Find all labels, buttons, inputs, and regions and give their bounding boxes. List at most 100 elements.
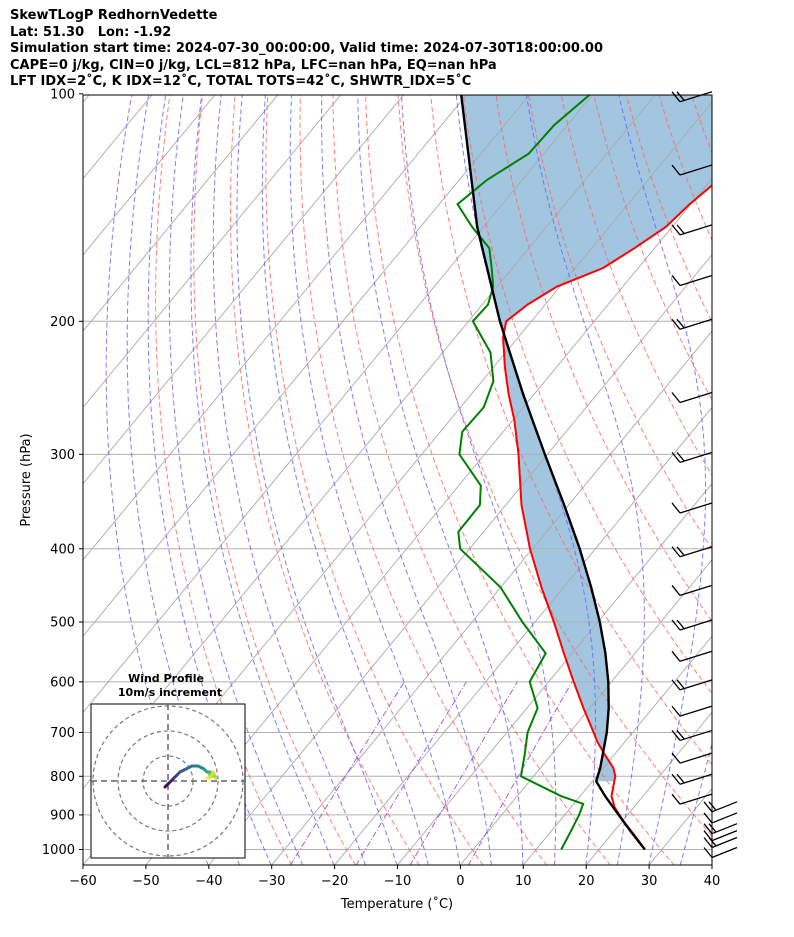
hodograph-ring [117,730,219,832]
wind-barbs [671,91,738,859]
wind-barb [671,584,713,597]
wind-barb [671,451,713,463]
isotherm-line [271,330,712,865]
wind-barb [671,650,713,662]
x-tick-label: 40 [704,874,721,889]
y-tick-label: 700 [50,726,75,741]
moist-adiabat [147,95,272,865]
dry-adiabat [789,94,794,866]
isotherm-line [459,559,712,865]
wind-barb [671,274,713,287]
wind-barb [671,752,713,764]
x-tick-label: 20 [578,874,595,889]
isotherm-line [83,95,468,561]
y-tick-label: 200 [50,315,75,330]
chart-title: SkewTLogP RedhornVedette [10,8,218,23]
wind-barb [703,823,738,835]
wind-barb [671,773,713,785]
parcel-line [460,95,646,851]
time-line: Simulation start time: 2024-07-30_00:00:… [10,41,603,56]
hodograph-inset: Wind Profile 10m/s increment [90,672,246,859]
wind-barb [671,318,713,330]
x-tick-label: −60 [69,874,96,889]
wind-barb [671,224,713,236]
wind-barb [703,836,738,849]
cape-shading-group [461,95,712,782]
dry-adiabat [430,95,712,766]
y-tick-label: 900 [50,808,75,823]
inset-subtitle: 10m/s increment [118,686,222,699]
dry-adiabat [560,95,712,476]
moist-adiabat [289,95,461,865]
dry-adiabat [155,95,293,865]
wind-barb [671,619,713,631]
x-tick-label: −20 [321,874,348,889]
isotherm-line [83,95,279,332]
cape-cin-shading [461,95,712,782]
dry-adiabat [724,94,794,866]
wind-barb [703,846,738,859]
location-line: Lat: 51.30 Lon: -1.92 [10,24,172,40]
mixing-ratio-line [409,681,518,865]
y-tick-label: 500 [50,616,75,631]
profile-series [456,95,712,851]
dry-adiabat [332,95,611,865]
dry-adiabat [397,95,712,837]
wind-barb [671,546,713,558]
wind-barb [703,801,738,813]
wind-barb [671,164,713,176]
moist-adiabat [212,95,366,865]
x-tick-label: −30 [258,874,285,889]
dry-adiabat [756,94,794,866]
isotherm-line [396,482,712,865]
dry-adiabat [495,95,712,623]
wind-barb [671,729,713,742]
y-tick-label: 300 [50,448,75,463]
y-axis-label: Pressure (hPa) [19,433,34,526]
wind-barb [671,502,713,514]
moist-adiabat [236,95,398,865]
x-tick-label: −10 [384,874,411,889]
x-tick-label: −40 [195,874,222,889]
mixing-ratio-line [355,681,467,865]
index-line: LFT IDX=2˚C, K IDX=12˚C, TOTAL TOTS=42˚C… [10,74,472,89]
mixing-ratio-line [289,681,405,865]
x-tick-label: 0 [456,874,464,889]
isotherm-line [83,95,405,485]
dry-adiabat [299,95,548,865]
y-tick-label: 800 [50,770,75,785]
inset-plot [91,704,245,858]
dry-adiabat [193,95,356,865]
y-tick-label: 1000 [42,843,75,858]
x-tick-label: 30 [641,874,658,889]
wind-barb [671,391,713,404]
wind-barb [671,705,713,717]
isotherm-line [83,95,216,256]
mixing-ratio-lines [289,681,573,865]
y-tick-label: 400 [50,542,75,557]
x-axis-label: Temperature (˚C) [340,896,453,912]
wind-barb [671,91,713,103]
isotherm-line [334,406,712,865]
moist-adiabat [190,95,335,865]
moist-adiabat [618,95,706,865]
axis-ticks: −60 −50 −40 −30 −20 −10 0 10 20 30 40 100 200 300 400 5… [42,87,720,889]
wind-barb [671,679,713,691]
x-tick-label: −50 [132,874,159,889]
moist-adiabat [321,95,492,865]
dry-adiabats [155,94,794,866]
y-tick-label: 100 [50,87,75,102]
moist-adiabat [261,95,429,865]
isotherm-line [83,95,593,714]
inset-title: Wind Profile [128,672,204,685]
temperature-line [502,183,712,851]
isotherm-line [83,95,342,409]
isotherm-line [145,177,712,865]
moist-adiabat [525,95,645,865]
moist-adiabat [357,95,524,865]
moist-adiabat [168,95,304,865]
dry-adiabat [265,95,484,865]
dry-adiabat [365,95,675,865]
moist-adiabat [401,95,557,865]
chart-header: SkewTLogP RedhornVedette Lat: 51.30 Lon:… [10,8,603,91]
